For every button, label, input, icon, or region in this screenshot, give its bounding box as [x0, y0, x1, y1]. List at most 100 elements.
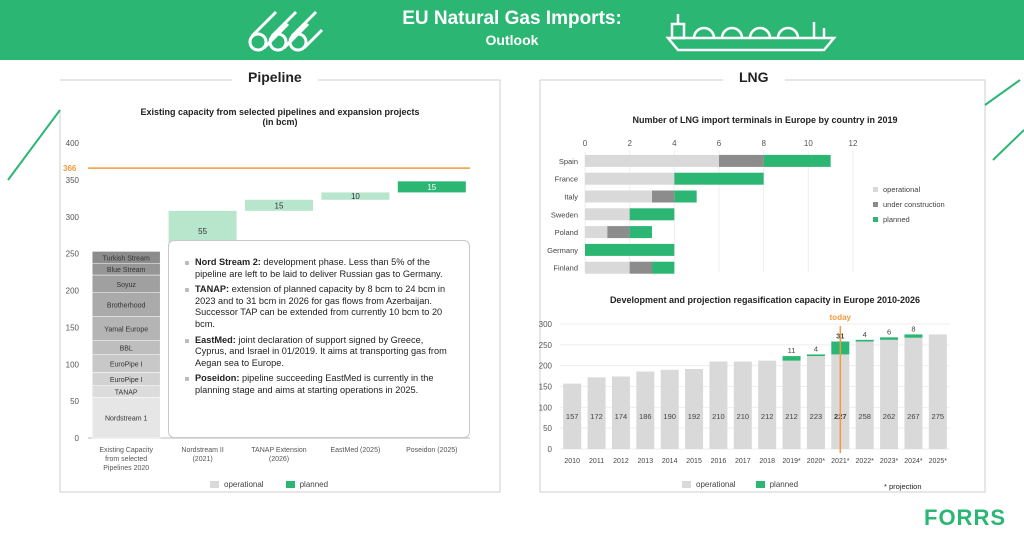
regas-operational-bar: [563, 383, 582, 449]
pipeline-x-tick-label: Existing Capacity from selected Pipelines …: [99, 447, 153, 472]
regas-operational-label: 212: [761, 412, 774, 421]
pipeline-stack-segment: [91, 251, 161, 264]
pipeline-y-tick-label: 250: [66, 250, 80, 259]
regas-x-tick-label: 2012: [613, 458, 629, 465]
regas-planned-label: 8: [911, 324, 915, 333]
regas-planned-label: 4: [863, 330, 867, 339]
info-item-poseidon: Poseidon: pipeline succeeding EastMed is…: [185, 373, 457, 396]
terminals-x-tick-label: 8: [761, 139, 766, 148]
terminals-bar-operational: [585, 154, 719, 167]
terminals-bar-planned: [763, 154, 831, 167]
pipeline-x-tick-label: EastMed (2025): [330, 447, 380, 454]
terminals-country-label: France: [555, 175, 578, 184]
section-title-lng: LNG: [723, 69, 785, 85]
pipeline-x-tick-label: TANAP Extension (2026): [251, 447, 306, 463]
terminals-bar-planned: [585, 243, 675, 256]
legend-swatch-operational: [682, 481, 691, 488]
regas-x-tick-label: 2015: [686, 458, 702, 465]
info-item-nordstream2: Nord Stream 2: development phase. Less t…: [185, 257, 457, 280]
regas-operational-bar: [782, 360, 801, 449]
pipeline-icon: [248, 10, 324, 52]
regas-operational-label: 275: [932, 412, 945, 421]
terminals-x-tick-label: 4: [672, 139, 677, 148]
regas-operational-label: 174: [615, 412, 628, 421]
regas-chart-title: Development and projection regasificatio…: [609, 295, 921, 305]
pipeline-stack-label: Yamal Europe: [104, 326, 148, 333]
regas-operational-bar: [855, 341, 874, 449]
pipeline-stack-label: BBL: [120, 346, 133, 353]
legend-swatch-planned: [755, 481, 765, 488]
terminals-bar-planned: [629, 208, 675, 221]
lng-tanker-icon: [665, 14, 837, 52]
regas-y-tick-label: 0: [548, 445, 553, 454]
regas-operational-label: 172: [590, 412, 603, 421]
legend-label-operational: operational: [224, 480, 264, 489]
pipeline-waterfall-label: 10: [351, 192, 360, 201]
legend-swatch-operational: [210, 481, 219, 488]
regas-y-tick-label: 50: [543, 424, 552, 433]
lng-terminals-chart: 0 2 4 6 8 10 12 Spain France Italy Sweden Poland Ger…: [547, 139, 858, 274]
regas-legend: operational planned: [682, 480, 798, 489]
terminals-bar-under-construction: [652, 190, 675, 203]
regas-operational-label: 223: [810, 412, 823, 421]
terminals-bar-operational: [585, 226, 608, 239]
pipeline-waterfall-bar: [245, 199, 313, 211]
pipeline-chart-title-main: Existing capacity from selected pipeline…: [140, 107, 420, 117]
pipeline-y-tick-label: 300: [66, 213, 80, 222]
terminals-x-tick-label: 12: [849, 139, 858, 148]
pipeline-x-tick-label: Poseidon (2025): [406, 447, 457, 454]
pipeline-stack-label: Blue Stream: [107, 267, 146, 274]
forrs-logo: FORRS: [924, 505, 1006, 530]
pipeline-stack-label: EuroPipe I: [110, 377, 143, 384]
regas-planned-bar: [855, 339, 874, 342]
pipeline-waterfall-bar: [397, 181, 466, 193]
terminals-bar-planned: [652, 261, 675, 274]
regas-today-label: today: [830, 313, 852, 322]
pipeline-waterfall-label: 55: [198, 227, 207, 236]
regas-operational-bar: [685, 369, 704, 449]
regas-x-tick-label: 2025*: [929, 458, 948, 465]
regas-y-tick-label: 150: [539, 383, 553, 392]
pipeline-stack-label: EuroPipe I: [110, 362, 143, 369]
info-item-eastmed: EastMed: joint declaration of support si…: [185, 335, 457, 370]
pipeline-stack-label: Soyuz: [116, 282, 136, 289]
section-title-pipeline: Pipeline: [232, 69, 318, 85]
regas-operational-label: 190: [663, 412, 676, 421]
regas-operational-label: 192: [688, 412, 701, 421]
pipeline-stack-label: Brotherhood: [107, 303, 146, 310]
regas-planned-bar: [806, 354, 825, 357]
pipeline-y-tick-label: 0: [75, 434, 80, 443]
pipeline-legend: operational planned: [210, 480, 328, 489]
regas-operational-bar: [660, 369, 679, 449]
terminals-bar-under-construction: [719, 154, 764, 167]
pipeline-y-tick-label: 150: [66, 323, 80, 332]
terminals-x-tick-label: 10: [804, 139, 813, 148]
terminals-bar-under-construction: [607, 226, 630, 239]
terminals-legend: operational under construction planned: [873, 185, 945, 224]
regas-y-tick-label: 300: [539, 320, 553, 329]
regas-capacity-chart: 0 50 100 150 200 250 300 157 2010 172 2011 174 2012 1…: [539, 313, 950, 465]
pipeline-stack-label: TANAP: [115, 390, 138, 397]
page-subtitle: Outlook: [485, 32, 539, 48]
regas-operational-label: 267: [907, 412, 920, 421]
terminals-bar-operational: [585, 208, 630, 221]
terminals-country-label: Italy: [564, 193, 578, 202]
regas-operational-label: 212: [785, 412, 798, 421]
regas-planned-bar: [904, 334, 923, 338]
terminals-bar-planned: [674, 190, 697, 203]
regas-operational-label: 186: [639, 412, 652, 421]
terminals-country-label: Germany: [547, 246, 578, 255]
regas-operational-bar: [733, 361, 752, 449]
projection-note: * projection: [884, 482, 922, 491]
regas-x-tick-label: 2018: [759, 458, 775, 465]
header-banner: EU Natural Gas Imports: Outlook: [0, 0, 1024, 60]
pipeline-y-tick-label: 350: [66, 176, 80, 185]
terminals-bar-under-construction: [629, 261, 652, 274]
legend-item-planned: planned: [873, 215, 945, 224]
regas-planned-label: 4: [814, 344, 818, 353]
regas-x-tick-label: 2017: [735, 458, 751, 465]
pipeline-waterfall-bar: [321, 192, 390, 200]
legend-label-operational: operational: [696, 480, 736, 489]
regas-x-tick-label: 2014: [662, 458, 678, 465]
legend-item-operational: operational: [873, 185, 945, 194]
